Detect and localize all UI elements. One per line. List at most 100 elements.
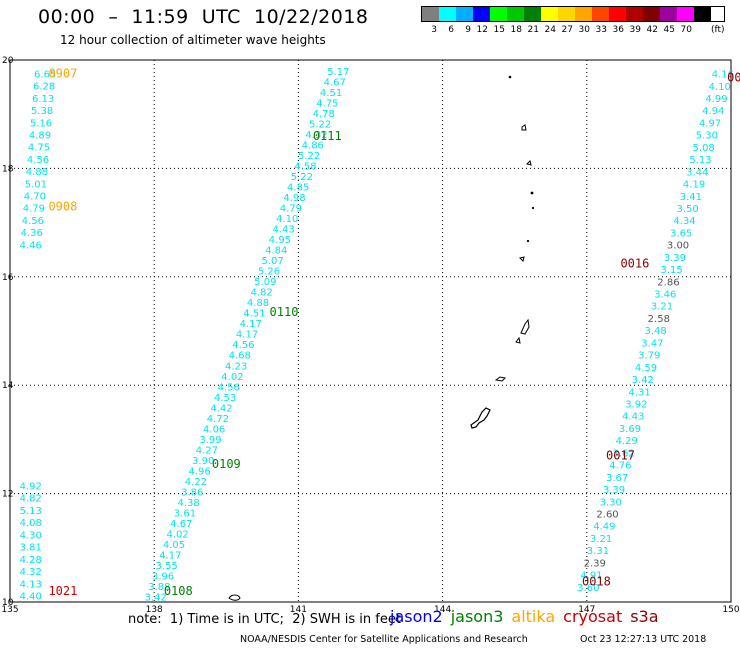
lat-tick-label: 14 [2,381,14,391]
credit-line: NOAA/NESDIS Center for Satellite Applica… [240,634,528,645]
legend-label: 36 [612,25,624,35]
wave-height-value: 3.81 [20,543,42,554]
wave-height-value: 3.44 [686,167,708,178]
wave-height-value: 3.62 [612,448,634,459]
legend-label: 6 [448,25,454,35]
wave-height-value: 4.22 [185,477,207,488]
wave-height-value: 4.27 [196,445,218,456]
wave-height-value: 5.16 [30,118,52,129]
wave-height-value: 4.68 [229,351,251,362]
legend-labels: 3 6 9 12 15 18 21 24 27 30 33 36 39 42 45 70 (ft) [421,25,725,35]
map-grid: 135 138 141 144 147 150 10 12 14 16 18 20 [1,56,739,615]
lat-tick-label: 18 [2,164,14,174]
wave-height-value: 5.30 [696,131,718,142]
wave-height-value: 5.17 [327,67,349,78]
wave-height-value: 4.36 [21,228,43,239]
wave-height-value: 4.05 [163,540,185,551]
wave-height-value: 5.07 [261,256,283,267]
pass-time-label: 0110 [270,305,299,319]
satellite-name-jason3: jason3 [450,607,504,626]
legend-label: 9 [465,25,471,35]
legend-swatch [541,7,558,21]
pass-time-labels: 0907 0908 0111 0110 0109 0108 1021 0016 0017 0018… [48,67,740,599]
legend-label: 45 [663,25,675,35]
wave-height-value: 4.17 [159,551,181,562]
wave-height-value: 4.10 [709,82,731,93]
pass-time-label: 0018 [582,574,611,588]
wave-height-value: 4.02 [221,372,243,383]
satellite-name-altika: altika [511,607,556,626]
wave-height-value: 4.30 [20,530,42,541]
legend-swatch [660,7,677,21]
wave-height-value: 4.32 [20,567,42,578]
wave-height-value: 4.34 [673,216,695,227]
color-legend: 3 6 9 12 15 18 21 24 27 30 33 36 39 42 45 70 (ft) [421,6,725,35]
pass-time-label: 0907 [48,67,77,81]
wave-height-value: 4.97 [699,118,721,129]
wave-height-value: 4.98 [283,193,305,204]
wave-height-value: 5.38 [31,106,53,117]
wave-height-value: 4.91 [580,571,602,582]
footer-note: note: 1) Time is in UTC; 2) SWH is in fe… [128,612,401,627]
pass-time-label: 0108 [164,584,193,598]
wave-height-value: 5.08 [693,143,715,154]
wave-height-value: 5.13 [689,155,711,166]
wave-height-value: 4.56 [218,382,240,393]
wave-height-value: 3.92 [625,400,647,411]
wave-height-value: 4.51 [320,88,342,99]
wave-height-value: 4.94 [702,106,724,117]
legend-label: 39 [629,25,641,35]
legend-label: 70 [680,25,692,35]
legend-unit: (ft) [711,25,725,35]
wave-height-value: 5.22 [291,172,313,183]
wave-height-value: 3.79 [638,351,660,362]
wave-height-value: 3.48 [644,326,666,337]
pass-time-label: 0109 [212,457,241,471]
legend-label: 12 [476,25,488,35]
wave-height-value: 3.67 [606,473,628,484]
wave-height-value: 2.86 [657,277,679,288]
wave-height-value: 4.28 [20,555,42,566]
lat-tick-label: 12 [2,490,13,500]
wave-height-value: 3.21 [651,302,673,313]
lon-tick-label: 144 [434,605,451,615]
wave-height-value: 3.42 [145,593,167,604]
wave-height-value: 4.31 [628,387,650,398]
wave-height-value: 5.26 [258,267,280,278]
legend-swatch [694,7,711,21]
agrihan-island [521,124,527,131]
satellite-legend: jason2 jason3 altika cryosat s3a [390,607,667,626]
legend-label: 33 [595,25,607,35]
wave-height-value: 5.22 [309,119,331,130]
wave-height-value: 4.17 [236,330,258,341]
wave-height-value: 4.76 [609,461,631,472]
wave-height-value: 4.99 [705,94,727,105]
wave-height-value: 4.06 [203,424,225,435]
wave-height-value: 4.92 [20,481,42,492]
wave-height-value: 4.49 [593,522,615,533]
generation-timestamp: Oct 23 12:27:13 UTC 2018 [580,634,707,645]
lat-tick-label: 16 [2,273,14,283]
wave-height-value: 4.85 [287,183,309,194]
wave-height-value: 6.13 [32,94,54,105]
wave-height-value: 3.90 [192,456,214,467]
pass-time-label: 0111 [313,129,342,143]
wave-height-value: 4.56 [22,216,44,227]
pass-time-label: 00 [727,70,740,84]
legend-label: 27 [561,25,573,35]
legend-swatches [421,6,725,22]
legend-swatch [439,7,456,21]
legend-label: 21 [527,25,539,35]
legend-swatch [643,7,660,21]
wave-height-value: 3.88 [148,582,170,593]
legend-swatch [575,7,592,21]
legend-swatch [626,7,643,21]
wave-height-value: 4.10 [276,214,298,225]
wave-height-value: 4.82 [20,494,42,505]
pass-time-label: 0016 [620,256,649,270]
wave-height-value: 5.01 [25,179,47,190]
rota-island [494,376,507,382]
wave-height-value: 4.42 [210,403,232,414]
wave-height-value: 6.65 [34,70,56,81]
legend-label: 3 [431,25,437,35]
